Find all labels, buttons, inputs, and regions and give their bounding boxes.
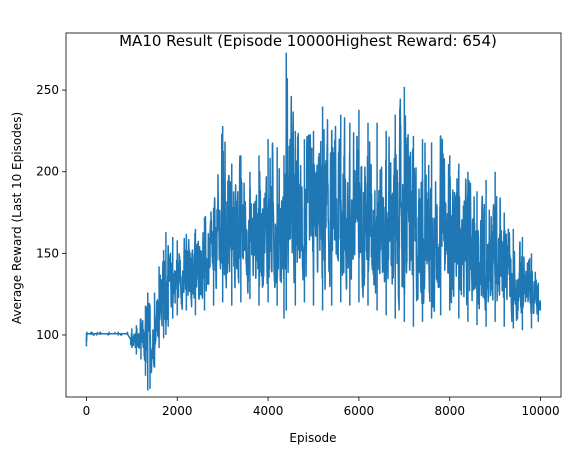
x-tick-label: 8000 <box>434 404 465 418</box>
x-tick-label: 6000 <box>344 404 375 418</box>
y-axis-label: Average Reward (Last 10 Episodes) <box>10 112 24 324</box>
plot-frame <box>65 32 562 398</box>
chart-title: MA10 Result (Episode 10000Highest Reward… <box>119 32 497 50</box>
x-tick-label: 2000 <box>162 404 193 418</box>
x-axis-label: Episode <box>289 431 336 445</box>
y-tick-label: 200 <box>36 165 59 179</box>
x-tick-label: 10000 <box>521 404 559 418</box>
x-tick-label: 0 <box>83 404 91 418</box>
y-tick-label: 150 <box>36 246 59 260</box>
y-tick-label: 100 <box>36 328 59 342</box>
y-tick-label: 250 <box>36 83 59 97</box>
x-tick-label: 4000 <box>253 404 284 418</box>
